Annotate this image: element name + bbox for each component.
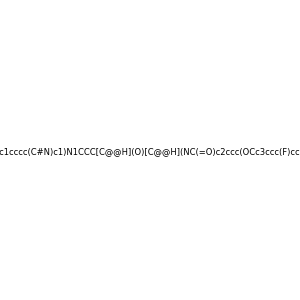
Text: O=C(Nc1cccc(C#N)c1)N1CCC[C@@H](O)[C@@H](NC(=O)c2ccc(OCc3ccc(F)cc3)cc2)C1: O=C(Nc1cccc(C#N)c1)N1CCC[C@@H](O)[C@@H](… [0, 147, 300, 156]
